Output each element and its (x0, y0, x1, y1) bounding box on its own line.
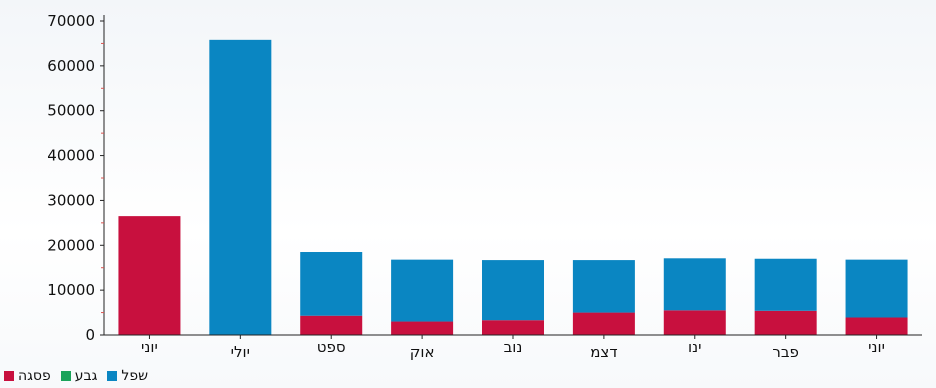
legend-swatch (4, 371, 14, 381)
y-tick-label: 10000 (47, 281, 95, 299)
bar-segment[interactable] (572, 260, 635, 313)
legend-item[interactable]: גבע (60, 368, 98, 384)
bar-segment[interactable] (663, 258, 726, 311)
x-axis: יוני יולי ספט אוק נוב דצמ ינו פבר יוני (104, 334, 922, 361)
x-tick-label: ספט (317, 338, 346, 356)
bar-segment[interactable] (391, 259, 454, 322)
bar-segment[interactable] (845, 259, 908, 318)
bar-segment[interactable] (300, 252, 363, 316)
x-tick-label: פבר (772, 343, 799, 361)
bars (118, 39, 908, 336)
bar-segment[interactable] (391, 321, 454, 335)
bar-segment[interactable] (482, 320, 544, 335)
x-tick-label: יוני (141, 338, 158, 356)
x-tick-label: יולי (231, 343, 250, 361)
bar-segment[interactable] (845, 317, 908, 335)
bar-segment[interactable] (300, 315, 363, 335)
x-tick-label: נוב (504, 338, 523, 356)
bar-segment[interactable] (754, 258, 817, 311)
bar-segment[interactable] (663, 310, 726, 335)
bar-segment[interactable] (572, 312, 635, 335)
legend: פסגה גבע שפל (4, 366, 148, 386)
legend-label: גבע (74, 368, 98, 384)
bar-segment[interactable] (754, 310, 817, 335)
legend-item[interactable]: פסגה (4, 368, 51, 384)
legend-label: שפל (121, 368, 149, 384)
y-tick-label: 30000 (47, 191, 95, 209)
bar-segment[interactable] (118, 216, 181, 335)
y-tick-label: 50000 (47, 102, 95, 120)
y-tick-label: 40000 (47, 147, 95, 165)
y-axis: 0 10000 20000 30000 40000 50000 60000 70000 (47, 12, 105, 344)
y-tick-label: 70000 (47, 12, 95, 30)
x-tick-label: דצמ (590, 343, 617, 361)
legend-swatch (60, 371, 71, 381)
y-tick-label: 0 (85, 326, 95, 344)
legend-item[interactable]: שפל (107, 368, 148, 384)
legend-swatch (107, 371, 118, 381)
y-tick-label: 60000 (47, 57, 95, 75)
legend-label: פסגה (18, 368, 51, 384)
x-tick-label: אוק (410, 343, 435, 361)
x-tick-label: ינו (688, 338, 701, 356)
y-tick-label: 20000 (47, 236, 95, 254)
bar-segment[interactable] (482, 260, 544, 321)
x-tick-label: יוני (868, 338, 885, 356)
bar-segment[interactable] (209, 39, 272, 336)
